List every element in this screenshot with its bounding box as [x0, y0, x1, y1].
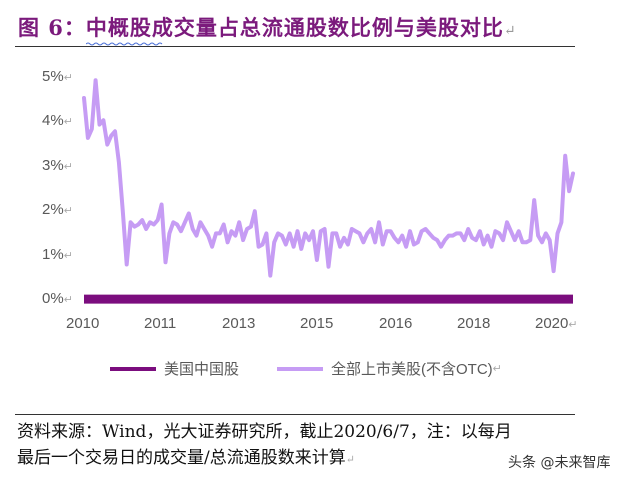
- series-line-all-us-stocks: [82, 78, 575, 278]
- legend-swatch-light-purple: [277, 366, 324, 371]
- title-divider: [15, 46, 575, 47]
- x-tick-label: 2015: [300, 315, 334, 332]
- y-tick-label: 2%↵: [42, 201, 73, 219]
- y-tick-label: 5%↵: [42, 68, 73, 85]
- x-tick-label: 2020↵: [535, 315, 578, 332]
- y-tick-label: 3%↵: [42, 156, 73, 174]
- legend-item-china-stocks: 美国中国股: [110, 358, 239, 379]
- y-tick-label: 0%↵: [42, 290, 73, 307]
- x-tick-label: 2013: [222, 315, 256, 332]
- legend-label: 美国中国股: [164, 361, 240, 378]
- chart-title-text: 图 6：中概股成交量占总流通股数比例与美股对比: [18, 15, 504, 40]
- return-mark: ↵: [503, 23, 517, 39]
- y-tick-label: 1%↵: [42, 245, 73, 263]
- spellcheck-underline: [86, 42, 163, 46]
- x-tick-label: 2016: [379, 315, 413, 332]
- x-tick-label: 2010: [66, 315, 100, 332]
- watermark: 头条 @未来智库: [508, 455, 611, 471]
- chart-title: 图 6：中概股成交量占总流通股数比例与美股对比↵: [18, 12, 517, 42]
- legend-swatch-dark-purple: [110, 366, 156, 371]
- x-tick-label: 2011: [144, 315, 177, 332]
- source-divider: [15, 414, 575, 415]
- chart-legend: 美国中国股 全部上市美股(不含OTC) ↵: [110, 358, 540, 379]
- source-line-2-wrap: 最后一个交易日的成交量/总流通股数来计算↵: [17, 445, 617, 473]
- source-line-2: 最后一个交易日的成交量/总流通股数来计算: [17, 448, 346, 468]
- source-note: 资料来源：Wind，光大证券研究所，截止2020/6/7，注：以每月 最后一个交…: [17, 419, 617, 473]
- y-tick-label: 4%↵: [42, 112, 73, 130]
- line-chart: [82, 78, 575, 304]
- legend-item-all-us-stocks: 全部上市美股(不含OTC) ↵: [277, 358, 502, 379]
- source-line-1: 资料来源：Wind，光大证券研究所，截止2020/6/7，注：以每月: [17, 422, 512, 442]
- return-mark: ↵: [492, 363, 502, 375]
- return-mark: ↵: [345, 453, 355, 466]
- x-tick-label: 2018: [457, 315, 491, 332]
- legend-label: 全部上市美股(不含OTC): [331, 361, 493, 378]
